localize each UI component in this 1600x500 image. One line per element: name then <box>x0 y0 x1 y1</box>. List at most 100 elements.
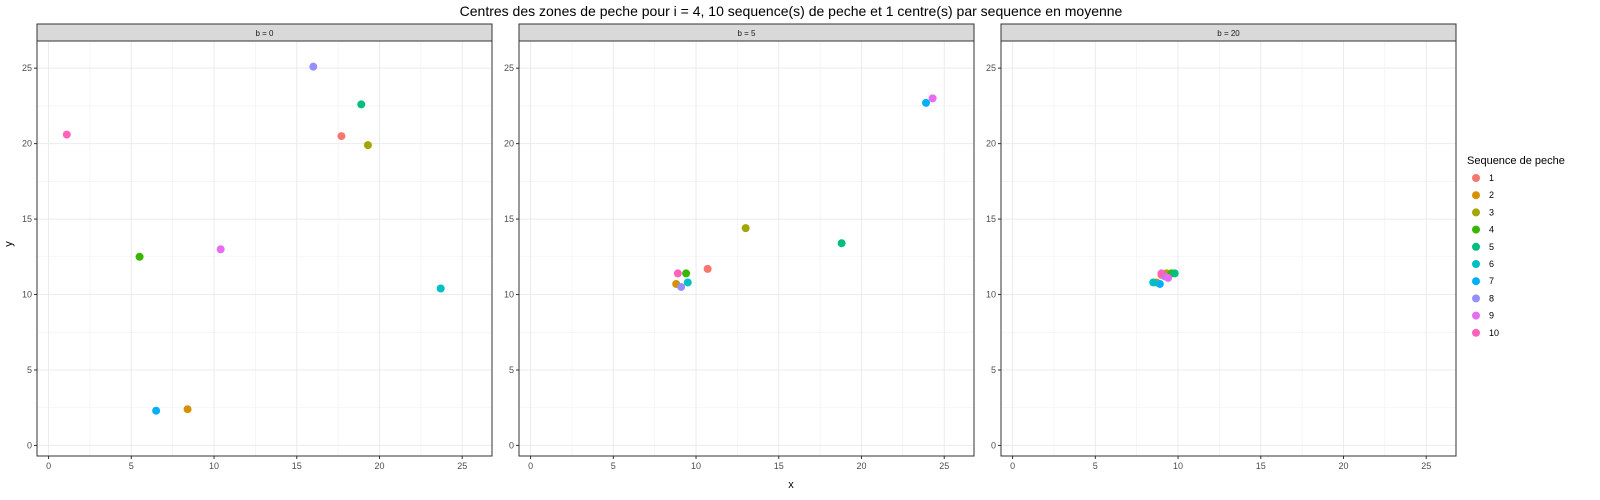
facet-panels: b = 0 0 5 10 15 20 25 0 5 10 15 20 25 b = 5 0 5 10 15 20 25… <box>22 23 1457 471</box>
legend-item: 1 <box>1472 173 1494 183</box>
legend-item: 2 <box>1472 190 1494 200</box>
legend-key <box>1472 277 1480 286</box>
x-tick-label: 10 <box>1173 461 1183 471</box>
y-tick-label: 0 <box>509 440 514 450</box>
data-point-series-9 <box>1164 273 1173 282</box>
data-point-series-10 <box>62 130 71 139</box>
legend-item: 7 <box>1472 276 1494 286</box>
plot-area <box>1001 41 1456 456</box>
plot-area <box>37 41 492 456</box>
y-tick-label: 10 <box>22 290 32 300</box>
x-tick-label: 15 <box>292 461 302 471</box>
legend-label: 1 <box>1489 173 1494 183</box>
facet-panel: b = 20 0 5 10 15 20 25 0 5 10 15 20 25 <box>986 23 1457 471</box>
y-tick-label: 25 <box>22 63 32 73</box>
facet-panel: b = 0 0 5 10 15 20 25 0 5 10 15 20 25 <box>22 23 493 471</box>
x-tick-label: 5 <box>129 461 134 471</box>
data-point-series-1 <box>337 132 346 141</box>
legend-key <box>1472 242 1480 251</box>
data-point-series-4 <box>135 252 144 261</box>
x-tick-label: 0 <box>528 461 533 471</box>
legend-label: 3 <box>1489 207 1494 217</box>
legend-key <box>1472 294 1480 303</box>
facet-strip-label: b = 20 <box>1217 29 1240 38</box>
y-tick-label: 0 <box>27 440 32 450</box>
data-point-series-6 <box>1149 278 1158 287</box>
legend-key <box>1472 311 1480 320</box>
x-tick-label: 10 <box>209 461 219 471</box>
y-tick-label: 20 <box>986 139 996 149</box>
legend-key <box>1472 225 1480 234</box>
y-tick-label: 5 <box>509 365 514 375</box>
data-point-series-5 <box>1170 269 1179 278</box>
data-point-series-8 <box>309 62 318 71</box>
facet-strip-label: b = 5 <box>737 29 756 38</box>
legend-key <box>1472 328 1480 337</box>
y-tick-label: 25 <box>986 63 996 73</box>
x-tick-label: 20 <box>374 461 384 471</box>
legend-label: 2 <box>1489 190 1494 200</box>
x-tick-label: 0 <box>1010 461 1015 471</box>
data-point-series-1 <box>703 264 712 273</box>
legend-label: 4 <box>1489 225 1494 235</box>
legend-key <box>1472 208 1480 217</box>
data-point-series-9 <box>928 94 937 103</box>
data-point-series-7 <box>922 98 931 107</box>
facet-strip-label: b = 0 <box>255 29 274 38</box>
legend-item: 3 <box>1472 207 1494 217</box>
x-axis-title: x <box>788 479 794 491</box>
legend-key <box>1472 191 1480 200</box>
legend-item: 8 <box>1472 293 1494 303</box>
legend-key <box>1472 260 1480 268</box>
y-tick-label: 20 <box>22 139 32 149</box>
x-tick-label: 25 <box>1421 461 1431 471</box>
x-tick-label: 0 <box>46 461 51 471</box>
legend-label: 9 <box>1489 311 1494 321</box>
legend-item: 4 <box>1472 225 1494 235</box>
y-tick-label: 25 <box>504 63 514 73</box>
legend-label: 5 <box>1489 242 1494 252</box>
legend-label: 7 <box>1489 276 1494 286</box>
data-point-series-6 <box>436 284 445 293</box>
data-point-series-3 <box>741 224 750 233</box>
y-tick-label: 15 <box>504 214 514 224</box>
x-tick-label: 25 <box>457 461 467 471</box>
y-tick-label: 10 <box>986 290 996 300</box>
data-point-series-6 <box>683 278 692 287</box>
x-tick-label: 25 <box>939 461 949 471</box>
x-tick-label: 15 <box>1256 461 1266 471</box>
y-tick-label: 15 <box>986 214 996 224</box>
data-point-series-3 <box>363 141 372 150</box>
data-point-series-7 <box>1155 279 1164 288</box>
legend-label: 10 <box>1489 328 1499 338</box>
legend-key <box>1472 174 1480 182</box>
plot-area <box>519 41 974 456</box>
panel-border <box>518 40 975 457</box>
facet-panel: b = 5 0 5 10 15 20 25 0 5 10 15 20 25 <box>504 23 975 471</box>
chart-title: Centres des zones de peche pour i = 4, 1… <box>460 3 1123 19</box>
x-tick-label: 15 <box>774 461 784 471</box>
y-tick-label: 15 <box>22 214 32 224</box>
legend-item: 9 <box>1472 311 1494 321</box>
data-point-series-10 <box>673 269 682 278</box>
legend-title: Sequence de peche <box>1467 155 1565 167</box>
x-tick-label: 5 <box>611 461 616 471</box>
data-point-series-2 <box>183 405 192 414</box>
legend-item: 6 <box>1472 259 1494 269</box>
data-point-series-9 <box>216 245 225 254</box>
y-tick-label: 20 <box>504 139 514 149</box>
x-tick-label: 20 <box>1338 461 1348 471</box>
y-tick-label: 5 <box>991 365 996 375</box>
legend-item: 10 <box>1472 328 1499 338</box>
x-tick-label: 10 <box>691 461 701 471</box>
y-tick-label: 0 <box>991 440 996 450</box>
legend-label: 8 <box>1489 293 1494 303</box>
data-point-series-5 <box>357 100 366 109</box>
data-point-series-10 <box>1157 269 1166 278</box>
legend-item: 5 <box>1472 242 1494 252</box>
legend: Sequence de peche 1 2 3 4 5 6 7 8 9 10 <box>1467 155 1565 338</box>
data-point-series-8 <box>677 282 686 291</box>
panel-border <box>36 40 493 457</box>
data-point-series-4 <box>682 269 691 278</box>
